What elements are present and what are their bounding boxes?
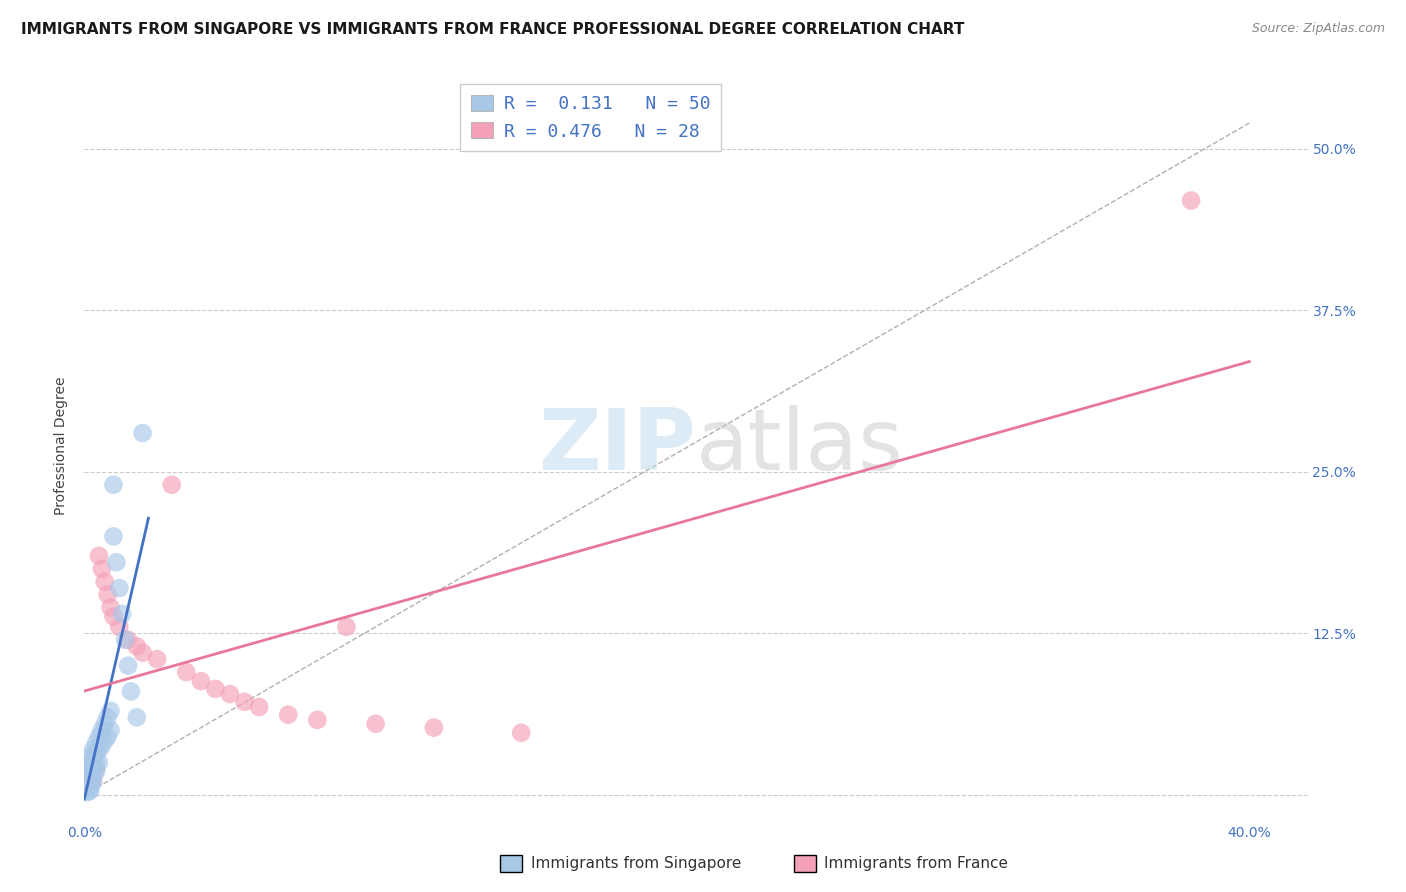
Point: [219, 687, 242, 701]
Point: [76, 777, 98, 791]
Point: [93, 574, 115, 589]
Point: [97, 588, 120, 602]
Point: [97, 710, 120, 724]
Point: [100, 704, 122, 718]
Legend: R =  0.131   N = 50, R = 0.476   N = 28: R = 0.131 N = 50, R = 0.476 N = 28: [460, 84, 721, 152]
Point: [131, 646, 153, 660]
Point: [82, 775, 104, 789]
Point: [103, 477, 125, 491]
Point: [79, 775, 101, 789]
Text: Immigrants from France: Immigrants from France: [824, 855, 1008, 871]
Point: [84, 762, 107, 776]
Point: [117, 632, 139, 647]
Point: [108, 581, 131, 595]
Point: [84, 756, 107, 770]
Point: [79, 775, 101, 789]
Point: [100, 723, 122, 738]
Point: [131, 426, 153, 441]
Point: [82, 759, 104, 773]
Point: [79, 781, 101, 796]
Text: IMMIGRANTS FROM SINGAPORE VS IMMIGRANTS FROM FRANCE PROFESSIONAL DEGREE CORRELAT: IMMIGRANTS FROM SINGAPORE VS IMMIGRANTS …: [21, 22, 965, 37]
Y-axis label: Professional Degree: Professional Degree: [53, 376, 67, 516]
Point: [87, 756, 110, 770]
Point: [335, 620, 357, 634]
Point: [87, 730, 110, 744]
Text: atlas: atlas: [696, 404, 904, 488]
Point: [1180, 194, 1202, 208]
FancyBboxPatch shape: [794, 855, 815, 871]
Point: [114, 632, 136, 647]
Point: [125, 710, 148, 724]
Point: [76, 782, 98, 797]
Point: [108, 620, 131, 634]
Point: [125, 639, 148, 653]
Point: [174, 665, 197, 679]
Point: [79, 756, 101, 770]
Point: [79, 749, 101, 764]
Point: [103, 529, 125, 543]
Point: [87, 549, 110, 563]
Point: [79, 784, 101, 798]
FancyBboxPatch shape: [501, 855, 522, 871]
Point: [87, 742, 110, 756]
Point: [160, 477, 183, 491]
Point: [82, 772, 104, 787]
Point: [82, 742, 104, 756]
Point: [82, 767, 104, 781]
Point: [120, 684, 142, 698]
Point: [105, 555, 128, 569]
Point: [76, 775, 98, 789]
Point: [76, 767, 98, 781]
Point: [79, 777, 101, 791]
Point: [247, 700, 270, 714]
Point: [307, 713, 329, 727]
Point: [90, 562, 112, 576]
Point: [76, 770, 98, 784]
Point: [233, 695, 256, 709]
Point: [76, 764, 98, 779]
Point: [79, 764, 101, 779]
Point: [100, 600, 122, 615]
Point: [97, 730, 120, 744]
Point: [90, 723, 112, 738]
Point: [84, 764, 107, 779]
Text: Immigrants from Singapore: Immigrants from Singapore: [531, 855, 741, 871]
Point: [204, 681, 226, 696]
Point: [84, 747, 107, 761]
Point: [82, 751, 104, 765]
Point: [76, 762, 98, 776]
Point: [146, 652, 169, 666]
Point: [364, 716, 387, 731]
Point: [93, 716, 115, 731]
Point: [423, 721, 446, 735]
Point: [79, 768, 101, 782]
Point: [79, 759, 101, 773]
Point: [90, 739, 112, 753]
Point: [79, 772, 101, 787]
Text: ZIP: ZIP: [538, 404, 696, 488]
Text: Source: ZipAtlas.com: Source: ZipAtlas.com: [1251, 22, 1385, 36]
Point: [510, 726, 533, 740]
Point: [117, 658, 139, 673]
Point: [190, 674, 212, 689]
Point: [111, 607, 134, 621]
Point: [76, 780, 98, 794]
Point: [76, 772, 98, 787]
Point: [103, 609, 125, 624]
Point: [277, 707, 299, 722]
Point: [93, 733, 115, 747]
Point: [76, 785, 98, 799]
Point: [84, 736, 107, 750]
